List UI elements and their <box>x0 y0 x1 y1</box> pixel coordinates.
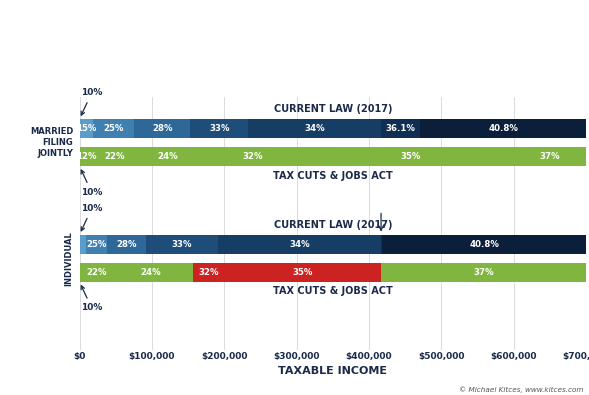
Text: TAXABLE INCOME: TAXABLE INCOME <box>278 366 388 376</box>
Text: 22%: 22% <box>87 268 107 277</box>
Text: 22%: 22% <box>104 152 125 161</box>
Bar <box>307 147 514 166</box>
Bar <box>199 147 307 166</box>
Bar <box>514 147 586 166</box>
Text: INDIVIDUAL: INDIVIDUAL <box>64 231 73 286</box>
Bar <box>108 263 193 282</box>
Bar <box>93 119 134 138</box>
Text: 28%: 28% <box>152 124 173 133</box>
Text: 35%: 35% <box>401 152 421 161</box>
Bar <box>193 263 224 282</box>
Bar <box>87 263 108 282</box>
Text: 34%: 34% <box>289 239 310 248</box>
Bar <box>135 147 199 166</box>
Text: 35%: 35% <box>293 268 313 277</box>
Text: 37%: 37% <box>473 268 494 277</box>
Bar <box>381 119 420 138</box>
Text: 34%: 34% <box>305 124 325 133</box>
Text: TAX CUTS & JOBS ACT: TAX CUTS & JOBS ACT <box>273 286 393 296</box>
Bar <box>224 263 381 282</box>
Text: © Michael Kitces, www.kitces.com: © Michael Kitces, www.kitces.com <box>459 386 583 393</box>
Text: COMPARISON OF INDIVIDUAL & MFJ TAX BRACKETS:: COMPARISON OF INDIVIDUAL & MFJ TAX BRACK… <box>96 18 493 32</box>
Text: 32%: 32% <box>198 268 219 277</box>
Bar <box>381 235 382 254</box>
Text: CURRENT (WITH PEASE) VS FINAL GOP TAX PLAN: CURRENT (WITH PEASE) VS FINAL GOP TAX PL… <box>107 53 482 67</box>
Bar <box>134 119 190 138</box>
Text: 25%: 25% <box>104 124 124 133</box>
Bar <box>80 235 86 254</box>
Bar <box>190 119 249 138</box>
Text: 12%: 12% <box>76 152 97 161</box>
Bar <box>80 147 93 166</box>
Text: 24%: 24% <box>157 152 177 161</box>
Bar <box>93 147 135 166</box>
Text: 40.8%: 40.8% <box>469 239 499 248</box>
Text: 24%: 24% <box>140 268 161 277</box>
Bar <box>382 235 586 254</box>
Text: 40.8%: 40.8% <box>488 124 518 133</box>
Text: 33%: 33% <box>209 124 230 133</box>
Text: 36.1%: 36.1% <box>386 124 415 133</box>
Bar <box>218 235 381 254</box>
Bar <box>249 119 381 138</box>
Bar <box>381 263 586 282</box>
Bar <box>80 119 93 138</box>
Bar <box>107 235 146 254</box>
Text: CURRENT LAW (2017): CURRENT LAW (2017) <box>273 220 392 230</box>
Text: 28%: 28% <box>116 239 137 248</box>
Text: 15%: 15% <box>76 124 97 133</box>
Text: CURRENT LAW (2017): CURRENT LAW (2017) <box>273 104 392 115</box>
Text: TAX CUTS & JOBS ACT: TAX CUTS & JOBS ACT <box>273 171 393 181</box>
Text: 37%: 37% <box>540 152 560 161</box>
Bar <box>146 235 218 254</box>
Bar <box>86 235 107 254</box>
Bar <box>420 119 586 138</box>
Text: 10%: 10% <box>81 88 102 115</box>
Bar <box>80 263 87 282</box>
Text: 10%: 10% <box>81 286 102 312</box>
Text: 25%: 25% <box>87 239 107 248</box>
Text: 33%: 33% <box>172 239 193 248</box>
Text: MARRIED
FILING
JOINTLY: MARRIED FILING JOINTLY <box>30 127 73 158</box>
Text: 10%: 10% <box>81 204 102 231</box>
Text: 10%: 10% <box>81 170 102 197</box>
Text: 32%: 32% <box>243 152 263 161</box>
